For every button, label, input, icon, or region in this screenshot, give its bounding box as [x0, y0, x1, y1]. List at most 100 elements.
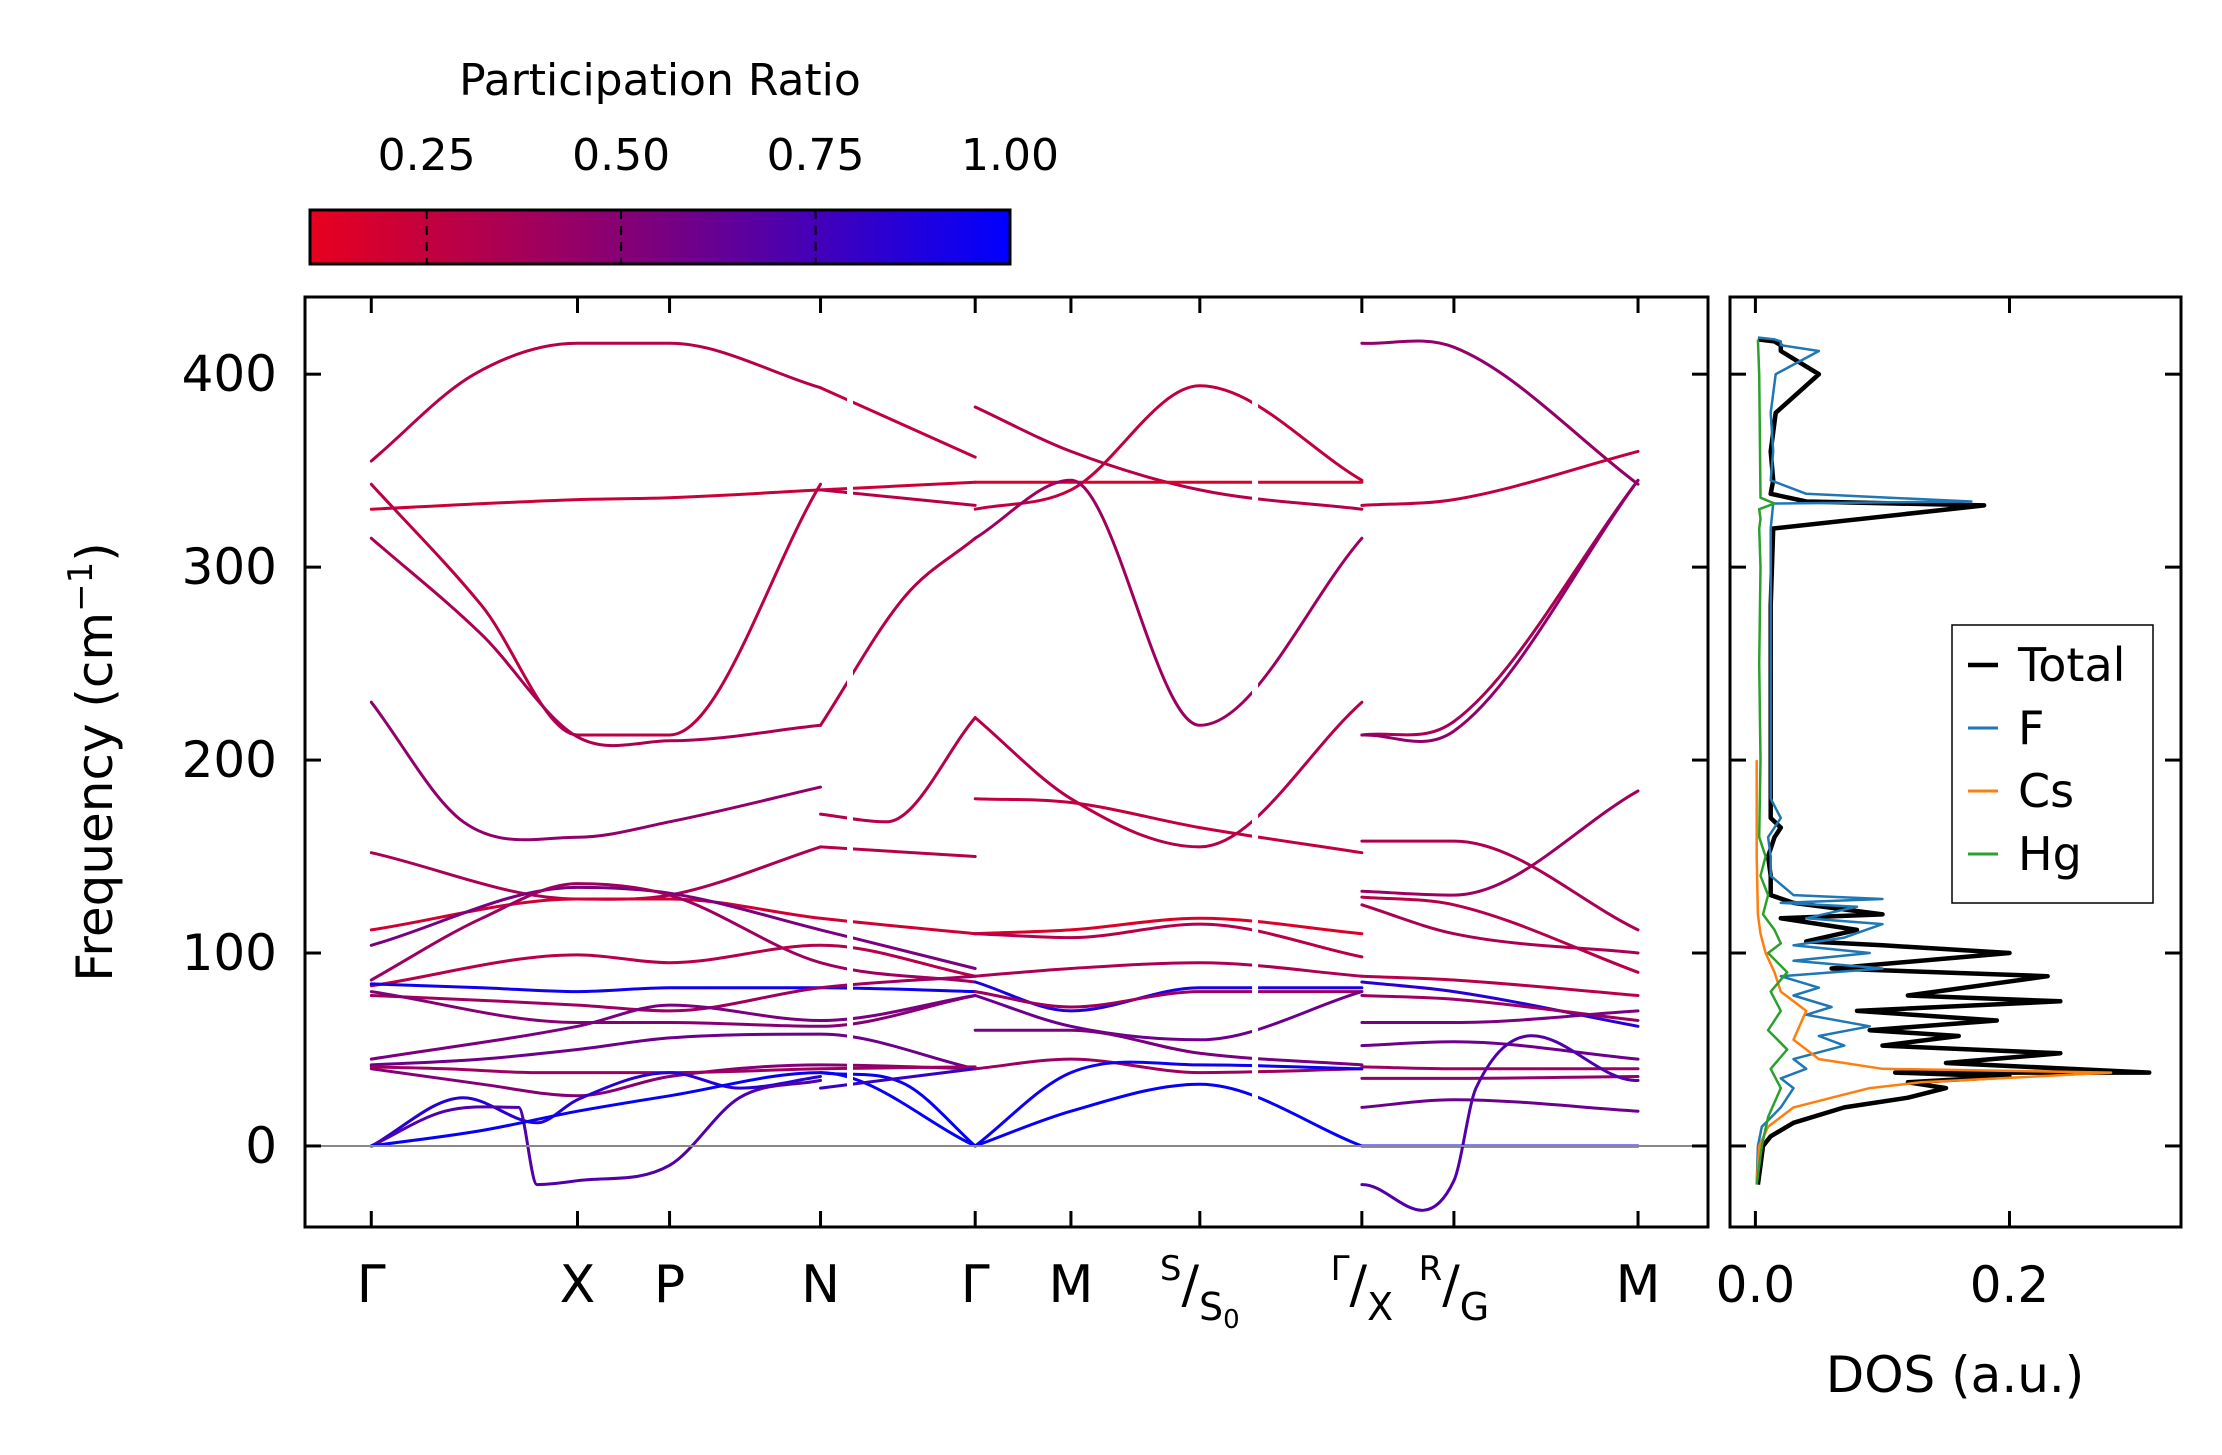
band-line	[1360, 478, 1640, 743]
band-line	[819, 845, 977, 858]
y-axis-label: Frequency (cm−1)	[61, 542, 124, 982]
legend-label: Cs	[2018, 764, 2074, 818]
band-line	[819, 1071, 977, 1148]
band-line	[369, 482, 822, 737]
k-point-label: X	[560, 1255, 596, 1315]
band-line	[973, 1028, 1364, 1067]
colorbar-tick-label: 0.50	[572, 130, 670, 181]
k-point-label: Γ	[357, 1255, 386, 1315]
colorbar-tick-label: 0.75	[767, 130, 865, 181]
phonon-bands	[369, 299, 1640, 1225]
band-line	[819, 536, 977, 727]
band-line	[819, 488, 977, 507]
k-point-label: M	[1049, 1255, 1094, 1315]
dos-x-tick-label: 0.2	[1970, 1256, 2050, 1314]
band-line	[973, 916, 1364, 936]
colorbar-gradient	[308, 208, 1012, 266]
colorbar-tick-label: 0.25	[378, 130, 476, 181]
band-line	[973, 1057, 1364, 1075]
band-line	[369, 994, 977, 1061]
band-line	[369, 341, 822, 463]
band-line	[973, 797, 1364, 855]
band-line	[369, 1071, 977, 1148]
band-line	[973, 961, 1364, 978]
dos-x-tick-label: 0.0	[1716, 1256, 1796, 1314]
y-tick-label: 300	[182, 538, 277, 596]
colorbar-ticks: 0.25 0.50 0.75 1.00	[378, 130, 1059, 264]
legend-label: F	[2018, 701, 2044, 755]
k-point-label: Γ	[961, 1255, 990, 1315]
band-line	[973, 1082, 1364, 1148]
dos-line-cs	[1755, 760, 2113, 1185]
band-line	[1360, 449, 1640, 507]
band-line	[369, 1065, 977, 1075]
y-tick-label: 0	[245, 1117, 277, 1175]
band-line	[973, 478, 1364, 727]
band-line	[1360, 974, 1640, 997]
k-point-label: R/G	[1419, 1249, 1490, 1329]
band-line	[369, 480, 977, 511]
k-point-label: N	[801, 1255, 840, 1315]
band-line	[369, 943, 977, 988]
band-line	[973, 405, 1364, 511]
dos-curves	[1755, 336, 2152, 1185]
band-line	[369, 897, 977, 936]
colorbar-title: Participation Ratio	[459, 55, 861, 106]
y-tick-label: 400	[182, 345, 277, 403]
segment-gap	[846, 299, 853, 1225]
colorbar: Participation Ratio 0.25 0.50 0.75 1.00	[308, 55, 1059, 266]
band-line	[369, 700, 822, 842]
band-line	[819, 716, 977, 824]
band-line	[369, 990, 977, 1028]
band-line	[1360, 1009, 1640, 1024]
band-line	[973, 922, 1364, 959]
band-line	[1360, 1040, 1640, 1061]
band-line	[369, 1063, 977, 1098]
band-line	[1360, 1065, 1640, 1071]
k-point-label: S/S0	[1160, 1249, 1240, 1335]
band-line	[369, 536, 822, 748]
dos-line-f	[1755, 336, 1973, 1185]
legend-items: Total F Cs Hg	[1968, 638, 2125, 881]
band-line	[973, 980, 1364, 1013]
band-line	[1360, 478, 1640, 737]
band-line	[973, 1060, 1364, 1148]
band-line	[369, 1032, 977, 1071]
band-line	[1360, 980, 1640, 1028]
band-line	[1360, 895, 1640, 974]
y-tick-label: 200	[182, 731, 277, 789]
band-line	[369, 974, 977, 1013]
band-line	[1360, 339, 1640, 486]
k-point-label: Γ/X	[1331, 1249, 1394, 1329]
band-line	[973, 700, 1364, 849]
band-line	[819, 1067, 977, 1090]
band-line	[1360, 1098, 1640, 1113]
band-line	[973, 384, 1364, 511]
band-line	[1360, 1075, 1640, 1080]
legend-label: Hg	[2018, 827, 2082, 881]
band-line	[1360, 839, 1640, 932]
band-line	[1360, 789, 1640, 897]
band-line	[369, 1078, 822, 1187]
band-axes-frame	[303, 295, 1710, 1229]
dos-panel: 0.0 0.2 DOS (a.u.) Total F Cs Hg	[1716, 295, 2183, 1404]
legend-label: Total	[2017, 638, 2125, 692]
band-line	[819, 386, 977, 459]
band-line	[973, 990, 1364, 1042]
k-point-label: M	[1616, 1255, 1661, 1315]
segment-gap	[1252, 299, 1259, 1225]
band-line	[1360, 903, 1640, 955]
band-line	[973, 990, 1364, 1009]
band-line	[369, 885, 977, 970]
dos-line-hg	[1755, 339, 1789, 1185]
y-tick-label: 100	[182, 924, 277, 982]
dos-axes: 0.0 0.2	[1716, 297, 2181, 1314]
colorbar-tick-label: 1.00	[961, 130, 1059, 181]
band-line	[1360, 1034, 1640, 1212]
band-line	[369, 982, 977, 994]
band-line	[369, 845, 822, 901]
legend-box	[1951, 624, 2154, 904]
